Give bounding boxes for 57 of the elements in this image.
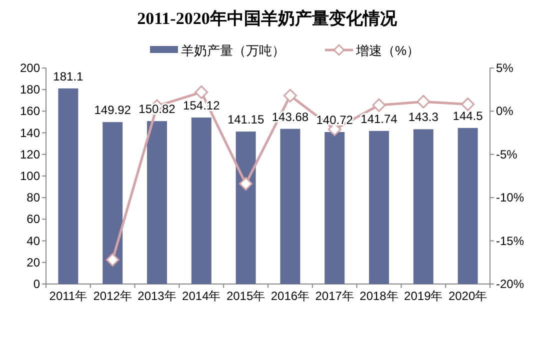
point — [106, 253, 120, 267]
data-label: 181.1 — [53, 69, 84, 84]
x-tick-label: 2017年 — [315, 289, 354, 303]
point — [194, 85, 208, 99]
data-label: 149.92 — [94, 103, 132, 118]
y-tick-label: 120 — [20, 147, 40, 162]
bar — [236, 132, 256, 284]
data-label: 143.3 — [408, 110, 439, 124]
point — [283, 88, 297, 102]
data-label: 141.15 — [227, 112, 264, 127]
x-tick-label: 2020年 — [448, 289, 488, 303]
bar — [191, 118, 212, 284]
legend-label: 羊奶产量（万吨） — [181, 43, 285, 58]
bar — [458, 128, 478, 284]
chart-title: 2011-2020年中国羊奶产量变化情况 — [137, 9, 398, 28]
bar — [413, 129, 434, 284]
point — [461, 98, 475, 112]
data-label: 144.5 — [452, 108, 484, 123]
y-tick-label: 0 — [33, 277, 40, 291]
point — [416, 94, 430, 108]
data-label: 143.68 — [272, 110, 309, 124]
y2-tick-label: -10% — [496, 190, 524, 205]
y-tick-label: 180 — [20, 82, 40, 97]
data-label: 141.74 — [360, 112, 398, 126]
point — [239, 177, 253, 191]
legend-label: 增速（%） — [355, 43, 420, 58]
y-tick-label: 40 — [26, 234, 40, 248]
y-tick-label: 200 — [20, 61, 40, 75]
bar — [324, 132, 345, 284]
bar — [369, 130, 389, 284]
y-tick-label: 140 — [20, 126, 40, 140]
data-label: 150.82 — [138, 102, 176, 116]
y2-tick-label: -15% — [496, 234, 524, 248]
x-tick-label: 2016年 — [270, 289, 310, 303]
y2-tick-label: 0% — [496, 104, 514, 118]
y2-tick-label: -5% — [496, 147, 518, 162]
x-tick-label: 2018年 — [360, 289, 398, 303]
y-tick-label: 20 — [26, 255, 40, 270]
y-tick-label: 160 — [20, 104, 40, 118]
y2-tick-label: -20% — [496, 277, 524, 291]
x-tick-label: 2013年 — [138, 289, 176, 303]
data-label: 154.12 — [183, 98, 220, 113]
data-label: 140.72 — [316, 113, 354, 128]
bar — [280, 128, 300, 284]
y-tick-label: 100 — [20, 169, 40, 183]
bar — [147, 121, 167, 284]
x-tick-label: 2014年 — [182, 289, 221, 303]
bar — [58, 88, 78, 284]
y2-tick-label: 5% — [496, 61, 514, 75]
x-tick-label: 2019年 — [404, 289, 443, 303]
y-tick-label: 60 — [26, 212, 40, 226]
point — [372, 98, 386, 112]
x-tick-label: 2015年 — [226, 289, 266, 303]
y-tick-label: 80 — [26, 190, 40, 205]
bar — [102, 122, 123, 284]
x-tick-label: 2011年 — [49, 289, 88, 303]
x-tick-label: 2012年 — [93, 289, 132, 303]
